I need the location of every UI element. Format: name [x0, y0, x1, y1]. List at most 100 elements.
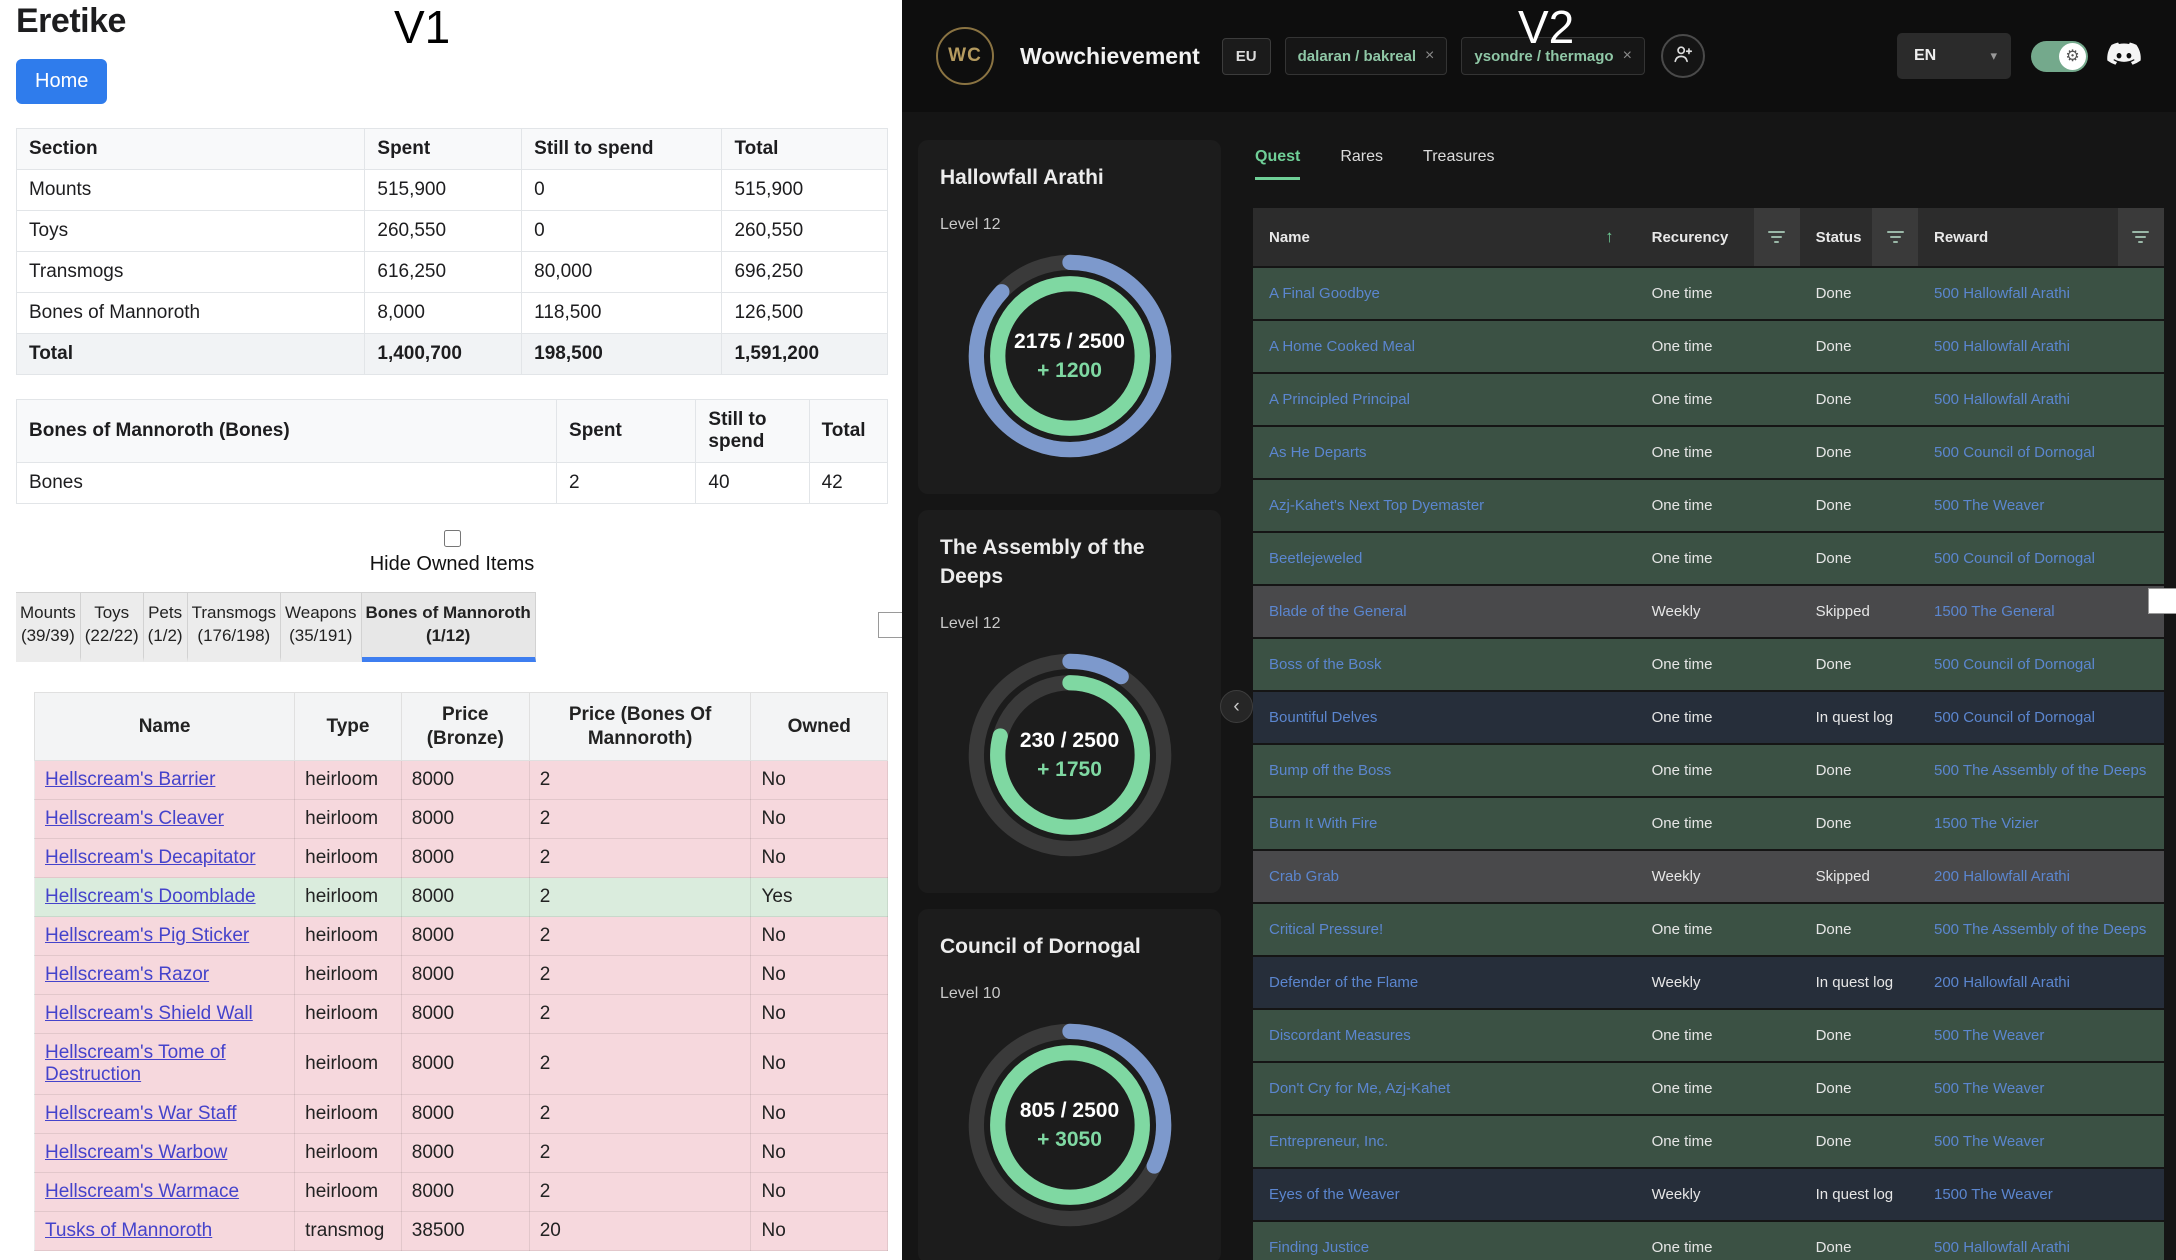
faction-name: Hallowfall Arathi	[940, 166, 1104, 189]
home-button[interactable]: Home	[16, 59, 108, 104]
quest-link[interactable]: Bump off the Boss	[1269, 762, 1392, 779]
character-chip[interactable]: ysondre / thermago ×	[1461, 37, 1645, 75]
item-type-cell: heirloom	[294, 994, 402, 1035]
quest-status-cell: Done	[1815, 338, 1852, 355]
quest-recurrency-cell: One time	[1651, 391, 1713, 408]
reward-link[interactable]: 500 Council of Dornogal	[1934, 444, 2095, 461]
quest-link[interactable]: Finding Justice	[1269, 1239, 1370, 1256]
item-type-cell: heirloom	[294, 1133, 402, 1174]
quest-link[interactable]: A Home Cooked Meal	[1269, 338, 1415, 355]
item-owned-cell: No	[750, 1172, 888, 1213]
reward-link[interactable]: 500 Council of Dornogal	[1934, 550, 2095, 567]
reward-link[interactable]: 1500 The Weaver	[1934, 1186, 2053, 1203]
reward-link[interactable]: 1500 The Vizier	[1934, 815, 2039, 832]
quest-link[interactable]: Discordant Measures	[1269, 1027, 1411, 1044]
quest-link[interactable]: Burn It With Fire	[1269, 815, 1378, 832]
character-chip[interactable]: dalaran / bakreal ×	[1284, 37, 1448, 75]
v1-tab[interactable]: Bones of Mannoroth (1/12)	[361, 592, 536, 662]
sort-ascending-icon[interactable]: ↑	[1605, 227, 1614, 246]
reward-link[interactable]: 500 The Weaver	[1934, 1080, 2045, 1097]
table-row: Mounts 515,900 0 515,900	[15, 169, 888, 211]
quest-link[interactable]: Eyes of the Weaver	[1269, 1186, 1400, 1203]
item-name-cell: Hellscream's Razor	[33, 955, 296, 996]
quest-link[interactable]: A Final Goodbye	[1269, 285, 1380, 302]
quest-link[interactable]: Entrepreneur, Inc.	[1269, 1133, 1389, 1150]
quest-status-cell: Done	[1815, 1133, 1852, 1150]
col-header-recurrency: Recurency	[1651, 228, 1729, 246]
quest-reward-cell: 200 Hallowfall Arathi	[1918, 957, 2164, 1008]
quest-link[interactable]: Azj-Kahet's Next Top Dyemaster	[1269, 497, 1485, 514]
reward-link[interactable]: 200 Hallowfall Arathi	[1934, 868, 2070, 885]
item-price-bones-cell: 2	[528, 955, 752, 996]
reward-link[interactable]: 500 The Weaver	[1934, 497, 2045, 514]
add-character-button[interactable]	[1660, 34, 1705, 78]
reward-link[interactable]: 500 The Assembly of the Deeps	[1934, 762, 2147, 779]
quest-row: Burn It With Fire One time Done 1500 The…	[1253, 798, 2164, 849]
remove-character-icon[interactable]: ×	[1425, 47, 1435, 64]
reward-link[interactable]: 500 Council of Dornogal	[1934, 656, 2095, 673]
quest-reward-cell: 1500 The General	[1918, 586, 2164, 637]
item-link[interactable]: Hellscream's Warmace	[45, 1181, 240, 1203]
item-link[interactable]: Hellscream's Tome of Destruction	[45, 1042, 226, 1086]
v1-tab[interactable]: Mounts (39/39)	[16, 592, 81, 662]
reward-link[interactable]: 500 Hallowfall Arathi	[1934, 1239, 2070, 1256]
reward-link[interactable]: 500 Hallowfall Arathi	[1934, 285, 2070, 302]
item-link[interactable]: Hellscream's Pig Sticker	[45, 925, 250, 947]
v2-tab[interactable]: Quest	[1255, 148, 1301, 180]
item-owned-cell: No	[750, 1033, 888, 1096]
reward-link[interactable]: 500 Hallowfall Arathi	[1934, 338, 2070, 355]
item-link[interactable]: Hellscream's Razor	[45, 964, 210, 986]
bones-header-total: Total	[808, 399, 889, 463]
quest-link[interactable]: Bountiful Delves	[1269, 709, 1378, 726]
quest-link[interactable]: Blade of the General	[1269, 603, 1407, 620]
item-price-bones-cell: 2	[528, 916, 752, 957]
app-header: WC Wowchievement EU dalaran / bakreal × …	[902, 0, 2176, 112]
item-owned-cell: No	[750, 994, 888, 1035]
v1-tab[interactable]: Transmogs (176/198)	[187, 592, 281, 662]
quest-link[interactable]: Defender of the Flame	[1269, 974, 1419, 991]
item-row: Hellscream's Doomblade heirloom 8000 2 Y…	[33, 877, 888, 918]
quest-link[interactable]: Boss of the Bosk	[1269, 656, 1382, 673]
hide-owned-checkbox[interactable]	[443, 530, 461, 547]
quest-link[interactable]: A Principled Principal	[1269, 391, 1410, 408]
discord-icon[interactable]	[2106, 38, 2142, 74]
v1-tab[interactable]: Weapons (35/191)	[281, 592, 362, 662]
reward-link[interactable]: 500 Council of Dornogal	[1934, 709, 2095, 726]
quest-link[interactable]: Beetlejeweled	[1269, 550, 1363, 567]
quest-reward-cell: 500 The Weaver	[1918, 1116, 2164, 1167]
reward-link[interactable]: 500 Hallowfall Arathi	[1934, 391, 2070, 408]
quest-link[interactable]: Critical Pressure!	[1269, 921, 1384, 938]
item-price-bones-cell: 2	[528, 799, 752, 840]
reward-link[interactable]: 1500 The General	[1934, 603, 2055, 620]
v1-tab[interactable]: Pets (1/2)	[143, 592, 188, 662]
language-select[interactable]: EN ▾	[1897, 33, 2011, 79]
theme-toggle[interactable]: ⚙	[2031, 40, 2088, 72]
filter-icon[interactable]	[2117, 208, 2164, 266]
item-link[interactable]: Hellscream's Warbow	[45, 1142, 228, 1164]
filter-icon[interactable]	[1753, 208, 1800, 266]
pane-resize-handle-left[interactable]	[878, 612, 902, 638]
item-link[interactable]: Tusks of Mannoroth	[45, 1220, 213, 1242]
item-link[interactable]: Hellscream's Shield Wall	[45, 1003, 253, 1025]
reward-link[interactable]: 500 The Weaver	[1934, 1133, 2045, 1150]
item-link[interactable]: Hellscream's Doomblade	[45, 886, 256, 908]
v2-tab[interactable]: Treasures	[1423, 148, 1495, 165]
reward-link[interactable]: 200 Hallowfall Arathi	[1934, 974, 2070, 991]
filter-icon[interactable]	[1872, 208, 1918, 266]
reward-link[interactable]: 500 The Weaver	[1934, 1027, 2045, 1044]
item-link[interactable]: Hellscream's Barrier	[45, 769, 216, 791]
pane-resize-handle-right[interactable]	[2148, 588, 2176, 614]
item-link[interactable]: Hellscream's Cleaver	[45, 808, 224, 830]
reward-link[interactable]: 500 The Assembly of the Deeps	[1934, 921, 2147, 938]
quest-link[interactable]: As He Departs	[1269, 444, 1367, 461]
item-link[interactable]: Hellscream's Decapitator	[45, 847, 256, 869]
v1-tab[interactable]: Toys (22/22)	[80, 592, 144, 662]
sidebar-collapse-button[interactable]: ‹	[1220, 690, 1253, 723]
item-owned-cell: No	[750, 916, 888, 957]
quest-link[interactable]: Crab Grab	[1269, 868, 1340, 885]
item-link[interactable]: Hellscream's War Staff	[45, 1103, 237, 1125]
remove-character-icon[interactable]: ×	[1622, 47, 1632, 64]
v2-tab[interactable]: Rares	[1340, 148, 1384, 165]
character-chip-label: ysondre / thermago	[1474, 47, 1614, 65]
quest-link[interactable]: Don't Cry for Me, Azj-Kahet	[1269, 1080, 1451, 1097]
